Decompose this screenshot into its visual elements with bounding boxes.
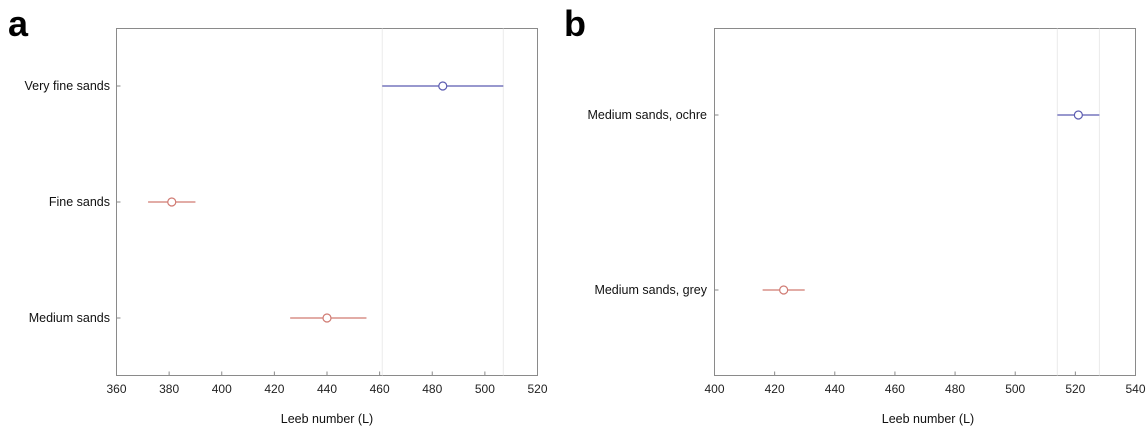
panel-b-x-ticks: 400 420 440 460 480 500 520 540 (704, 371, 1146, 396)
panel-b-mean-marker-1 (779, 285, 789, 295)
panel-b-category-label-1: Medium sands, grey (594, 283, 707, 297)
panel-a-category-label-1: Fine sands (49, 195, 110, 209)
panel-b-categories: Medium sands, ochre Medium sands, grey (587, 108, 719, 297)
panel-b-x-tick-label-2: 440 (825, 382, 845, 396)
panel-b-reference-lines (1056, 28, 1100, 376)
panel-b-x-tick-label-0: 400 (704, 382, 724, 396)
panel-a-x-tick-label-2: 400 (212, 382, 232, 396)
panel-b-x-axis-label: Leeb number (L) (882, 412, 974, 426)
panel-b-marks (762, 110, 1100, 295)
panel-b-category-label-0: Medium sands, ochre (587, 108, 707, 122)
panel-a-categories: Very fine sands Fine sands Medium sands (25, 79, 121, 325)
panel-a-category-label-2: Medium sands (29, 311, 110, 325)
panel-a-x-tick-label-8: 520 (527, 382, 547, 396)
panel-a-mean-marker-1 (167, 197, 177, 207)
panel-a-x-tick-label-4: 440 (317, 382, 337, 396)
panel-a-x-ticks: 360 380 400 420 440 460 480 500 520 (106, 371, 548, 396)
panel-b-x-tick-label-6: 520 (1065, 382, 1085, 396)
panel-a-marks (148, 81, 504, 323)
panel-b-plot-frame (714, 28, 1136, 376)
panel-b-letter: b (564, 3, 586, 44)
panel-a-x-tick-label-0: 360 (106, 382, 126, 396)
panel-a-x-tick-label-6: 480 (422, 382, 442, 396)
panel-a-x-axis-label: Leeb number (L) (281, 412, 373, 426)
panel-b-mean-marker-0 (1073, 110, 1083, 120)
panel-b: b 400 420 440 460 480 500 520 540 Medium sands,… (564, 3, 1146, 426)
panel-b-x-tick-label-4: 480 (945, 382, 965, 396)
panel-a-x-tick-label-5: 460 (370, 382, 390, 396)
panel-a-reference-lines (381, 28, 504, 376)
panel-a-x-tick-label-7: 500 (475, 382, 495, 396)
panel-b-x-tick-label-5: 500 (1005, 382, 1025, 396)
panel-a-letter: a (8, 3, 29, 44)
panel-a-mean-marker-2 (322, 313, 332, 323)
panel-a: a 360 380 400 420 440 460 480 500 520 Very fine … (8, 3, 548, 426)
panel-a-x-tick-label-3: 420 (264, 382, 284, 396)
panel-b-x-tick-label-7: 540 (1125, 382, 1145, 396)
panel-a-category-label-0: Very fine sands (25, 79, 110, 93)
panel-b-x-tick-label-3: 460 (885, 382, 905, 396)
panel-a-mean-marker-0 (438, 81, 448, 91)
panel-a-x-tick-label-1: 380 (159, 382, 179, 396)
panel-b-x-tick-label-1: 420 (765, 382, 785, 396)
